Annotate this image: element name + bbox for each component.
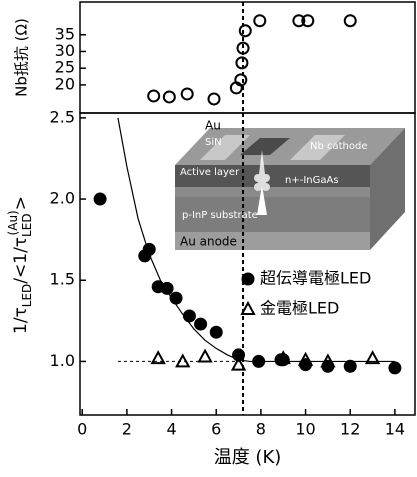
point [183, 309, 196, 322]
point [182, 88, 193, 99]
point [388, 361, 401, 374]
inset-label: p-InP substrate [182, 210, 258, 221]
point [344, 360, 357, 373]
y-tick-label: 2.5 [50, 107, 75, 126]
y-tick-label: 35 [55, 24, 75, 43]
point [254, 15, 265, 26]
y-axis-label-part: LED [20, 213, 34, 237]
y-tick-label: 30 [55, 41, 75, 60]
inset-label: SiN [205, 137, 222, 148]
point [161, 282, 174, 295]
point [209, 93, 220, 104]
point [170, 292, 183, 305]
y-axis-label: Nb抵抗 (Ω) [13, 18, 31, 97]
y-axis-label-part: (Au) [6, 210, 20, 235]
y-axis-label-part: > [11, 196, 31, 210]
x-tick-label: 4 [166, 420, 176, 439]
point [252, 355, 265, 368]
y-axis-label-part: 1/τ [11, 307, 31, 334]
inset-label: Active layer [180, 167, 240, 178]
chart: 20253035 Nb抵抗 (Ω) 1.0 1.5 2.0 2.5 0 2 4 6 8 10 12 14 温… [0, 0, 417, 477]
point [240, 25, 251, 36]
y-axis-label-part: LED [20, 284, 34, 308]
inset-label: Au [205, 119, 221, 133]
point [148, 90, 159, 101]
x-tick-label: 8 [256, 420, 266, 439]
point [152, 352, 164, 363]
x-tick-label: 12 [340, 420, 360, 439]
point [94, 193, 107, 206]
legend-marker [242, 273, 255, 286]
point [199, 351, 211, 362]
y-tick-label: 20 [55, 74, 75, 93]
inset-label: Nb cathode [310, 141, 368, 152]
y-tick-label: 2.0 [50, 189, 75, 208]
x-tick-label: 6 [211, 420, 221, 439]
y-tick-label: 25 [55, 58, 75, 77]
point [236, 57, 247, 68]
y-axis-label: 1/τLED/<1/τLED(Au)> [6, 196, 34, 334]
point [210, 326, 223, 339]
legend-label: 超伝導電極LED [260, 269, 371, 288]
point [345, 15, 356, 26]
x-tick-label: 0 [77, 420, 87, 439]
plot-frame [80, 2, 415, 113]
x-tick-label: 2 [122, 420, 132, 439]
x-tick-label: 10 [295, 420, 315, 439]
y-tick-label: 1.5 [50, 270, 75, 289]
y-tick-label: 1.0 [50, 351, 75, 370]
x-tick-label: 14 [385, 420, 405, 439]
point [164, 91, 175, 102]
point [143, 243, 156, 256]
y-axis-label-part: /<1/τ [11, 237, 31, 284]
x-axis-label: 温度 (K) [214, 447, 282, 468]
inset-label: n+-InGaAs [285, 175, 339, 186]
point [194, 318, 207, 331]
legend-label: 金電極LED [260, 299, 339, 318]
inset-label: Au anode [180, 235, 237, 249]
